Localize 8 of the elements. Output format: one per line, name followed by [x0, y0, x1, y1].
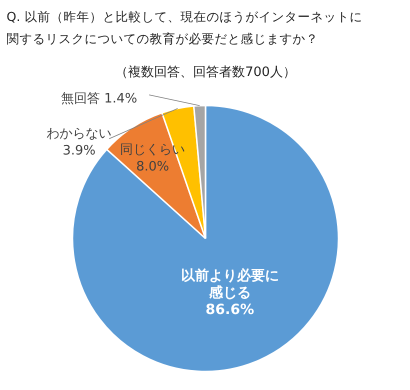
- slice-label: 無回答 1.4%: [61, 91, 138, 106]
- data-label: 8.0%: [136, 160, 170, 175]
- chart-subtitle: （複数回答、回答者数700人）: [115, 65, 296, 80]
- chart-title: Q. 以前（昨年）と比較して、現在のほうがインターネットに関するリスクについての教育が必要だと感じますか？: [6, 9, 362, 46]
- data-label: 86.6%: [206, 302, 254, 318]
- slice-label: わからない: [46, 126, 112, 142]
- slice-label: 以前より必要に感じる: [180, 267, 279, 302]
- data-label: 3.9%: [62, 144, 96, 159]
